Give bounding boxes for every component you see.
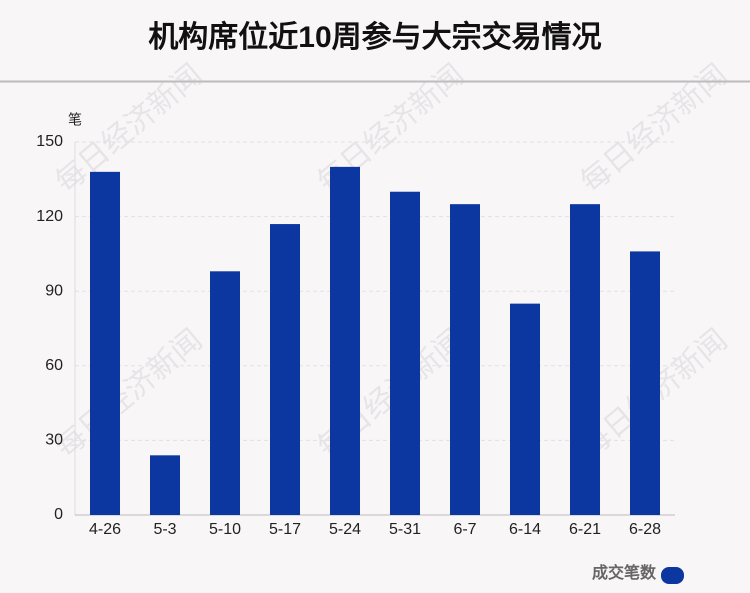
x-tick-label: 5-24 xyxy=(329,521,361,538)
bar xyxy=(630,251,660,515)
bar xyxy=(330,166,360,515)
bar xyxy=(390,191,420,515)
y-tick-label: 150 xyxy=(36,133,63,150)
bar xyxy=(210,271,240,515)
x-tick-label: 6-21 xyxy=(569,521,601,538)
legend-label: 成交笔数 xyxy=(592,563,657,582)
x-tick-label: 5-31 xyxy=(389,521,421,538)
chart-title: 机构席位近10周参与大宗交易情况 xyxy=(148,20,601,54)
y-tick-label: 60 xyxy=(45,357,63,374)
x-tick-label: 6-28 xyxy=(629,521,661,538)
y-tick-label: 120 xyxy=(36,208,63,225)
legend-swatch xyxy=(661,567,684,584)
y-tick-label: 30 xyxy=(45,432,63,449)
x-tick-label: 6-7 xyxy=(453,521,476,538)
y-tick-label: 90 xyxy=(45,282,63,299)
x-tick-label: 5-10 xyxy=(209,521,241,538)
y-tick-label: 0 xyxy=(54,506,63,523)
x-tick-label: 5-17 xyxy=(269,521,301,538)
bar xyxy=(510,303,540,515)
bar xyxy=(570,204,600,515)
x-tick-label: 4-26 xyxy=(89,521,121,538)
bar xyxy=(450,204,480,515)
x-tick-label: 6-14 xyxy=(509,521,541,538)
x-tick-label: 5-3 xyxy=(153,521,176,538)
bar xyxy=(90,171,120,515)
bar xyxy=(270,224,300,515)
y-axis-unit: 笔 xyxy=(68,112,82,128)
bar xyxy=(150,455,180,515)
